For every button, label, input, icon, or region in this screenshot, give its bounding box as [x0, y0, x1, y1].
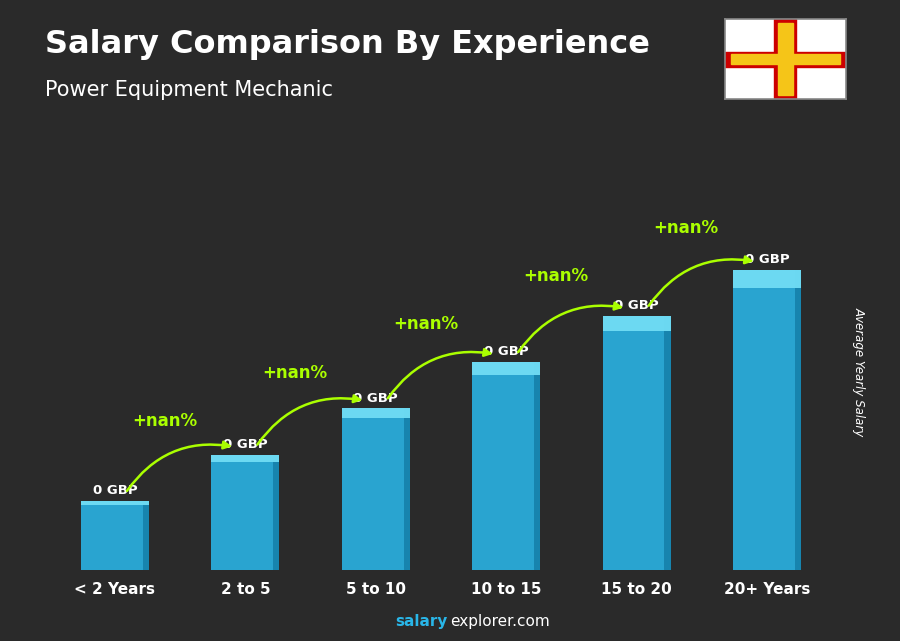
Text: +nan%: +nan%	[263, 363, 328, 381]
Text: +nan%: +nan%	[392, 315, 458, 333]
Bar	[143, 501, 148, 570]
Bar	[212, 454, 279, 462]
Bar	[274, 454, 279, 570]
Bar	[534, 362, 540, 570]
Text: 0 GBP: 0 GBP	[745, 253, 789, 266]
Text: 0 GBP: 0 GBP	[93, 485, 137, 497]
Text: 0 GBP: 0 GBP	[615, 299, 659, 312]
Text: Salary Comparison By Experience: Salary Comparison By Experience	[45, 29, 650, 60]
Bar	[603, 316, 670, 570]
Bar	[403, 408, 410, 570]
Text: 0 GBP: 0 GBP	[484, 345, 528, 358]
Text: salary: salary	[395, 615, 447, 629]
Bar	[81, 501, 148, 505]
Text: 0 GBP: 0 GBP	[354, 392, 398, 404]
Bar	[472, 362, 540, 570]
Text: explorer.com: explorer.com	[450, 615, 550, 629]
Bar	[774, 19, 796, 99]
Bar	[724, 52, 846, 67]
Bar	[778, 23, 793, 96]
Bar	[603, 316, 670, 331]
Bar	[342, 408, 410, 570]
Text: Average Yearly Salary: Average Yearly Salary	[853, 307, 866, 437]
Bar	[81, 501, 148, 570]
Bar	[472, 362, 540, 374]
Bar	[734, 270, 801, 288]
Text: Power Equipment Mechanic: Power Equipment Mechanic	[45, 80, 333, 100]
Bar	[734, 270, 801, 570]
Text: +nan%: +nan%	[653, 219, 719, 237]
Bar	[212, 454, 279, 570]
Bar	[342, 408, 410, 418]
Bar	[795, 270, 801, 570]
Bar	[731, 54, 840, 64]
Text: +nan%: +nan%	[523, 267, 589, 285]
Bar	[664, 316, 670, 570]
Text: +nan%: +nan%	[132, 412, 197, 429]
Text: 0 GBP: 0 GBP	[223, 438, 267, 451]
